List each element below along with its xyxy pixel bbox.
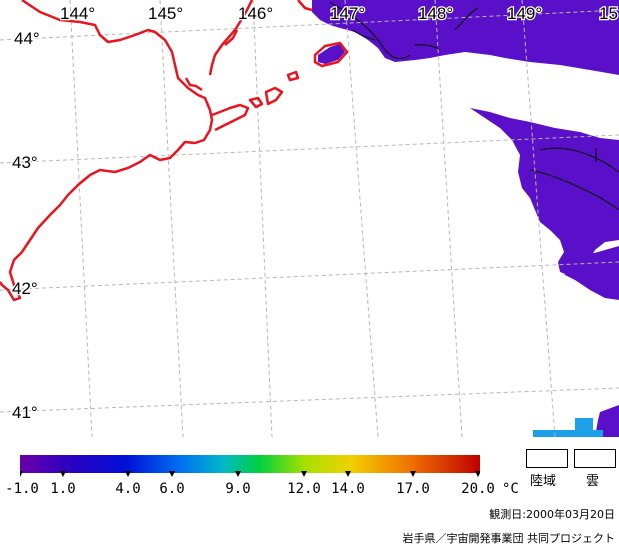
coastline — [0, 0, 349, 302]
colorbar-tick-label: 9.0 — [225, 481, 251, 497]
lon-label: 144° — [60, 4, 95, 23]
colorbar — [20, 455, 480, 477]
lon-label: 145° — [148, 4, 183, 23]
lon-label: 147° — [330, 4, 365, 23]
colorbar-unit: °C — [502, 481, 519, 497]
longitude-labels: 144° 145° 146° 147° 148° 149° 15 — [59, 3, 619, 25]
graticule — [0, 0, 619, 437]
observation-date: 観測日:2000年03月20日 — [489, 508, 615, 521]
colorbar-tick-label: 20.0 — [461, 481, 495, 497]
lat-label: 42° — [12, 279, 38, 298]
credit-text: 岩手県／宇宙開発事業団 共同プロジェクト — [402, 532, 616, 545]
colorbar-tick-label: 17.0 — [396, 481, 430, 497]
land-key-label: 陸域 — [530, 474, 557, 489]
lat-label: 43° — [12, 153, 38, 172]
cloud-key-label: 雲 — [586, 474, 600, 489]
lon-label: 149° — [507, 4, 542, 23]
sst-water-area — [312, 0, 619, 437]
sst-contours — [329, 1, 619, 211]
latitude-labels: 44° 43° 42° 41° — [11, 28, 41, 424]
colorbar-tick-label: 14.0 — [331, 481, 365, 497]
lon-label: 146° — [238, 4, 273, 23]
colorbar-tick-label: -1.0 — [5, 481, 39, 497]
cloud-key-swatch — [574, 449, 616, 468]
lat-label: 41° — [12, 403, 38, 422]
colorbar-tick-label: 1.0 — [50, 481, 76, 497]
lon-label: 148° — [418, 4, 453, 23]
sst-map: 144° 145° 146° 147° 148° 149° 15 44° 43°… — [0, 0, 619, 437]
lon-label: 15 — [599, 4, 618, 23]
colorbar-tick-label: 4.0 — [115, 481, 141, 497]
colorbar-tick-label: 12.0 — [287, 481, 321, 497]
land-key-swatch — [526, 449, 568, 468]
lat-label: 44° — [14, 29, 40, 48]
colorbar-tick-label: 6.0 — [159, 481, 185, 497]
